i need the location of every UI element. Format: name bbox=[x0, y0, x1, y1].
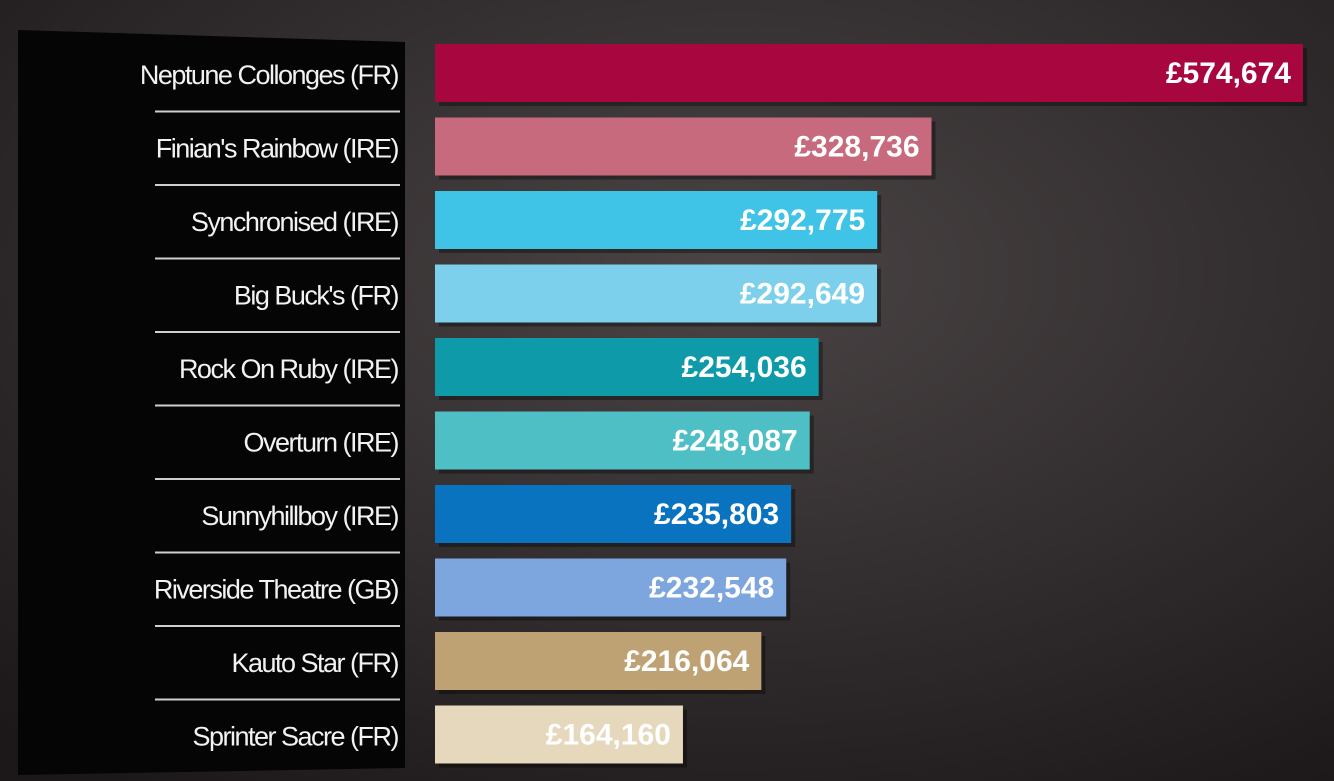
value-label: £292,649 bbox=[740, 277, 865, 310]
value-label: £254,036 bbox=[682, 351, 807, 384]
bar bbox=[435, 558, 787, 617]
category-label: Finian's Rainbow (IRE) bbox=[156, 134, 399, 164]
label-panel bbox=[18, 30, 405, 775]
value-label: £292,775 bbox=[740, 204, 865, 237]
bar bbox=[435, 705, 683, 764]
category-label: Rock On Ruby (IRE) bbox=[179, 354, 399, 384]
category-label: Sprinter Sacre (FR) bbox=[192, 722, 398, 752]
category-label: Overturn (IRE) bbox=[243, 428, 398, 458]
value-label: £232,548 bbox=[649, 571, 774, 604]
bar bbox=[435, 338, 819, 396]
value-label: £574,674 bbox=[1166, 57, 1291, 90]
category-label: Kauto Star (FR) bbox=[231, 648, 398, 678]
category-label: Neptune Collonges (FR) bbox=[140, 60, 399, 90]
category-label: Big Buck's (FR) bbox=[234, 281, 399, 311]
value-label: £216,064 bbox=[624, 645, 749, 678]
bar bbox=[435, 191, 878, 249]
value-label: £164,160 bbox=[546, 718, 671, 751]
category-label: Riverside Theatre (GB) bbox=[154, 575, 399, 605]
bar bbox=[435, 44, 1303, 102]
bar bbox=[435, 485, 792, 543]
value-label: £248,087 bbox=[673, 424, 798, 457]
bar bbox=[435, 411, 810, 470]
bar bbox=[435, 632, 762, 690]
value-label: £235,803 bbox=[654, 498, 779, 531]
category-label: Sunnyhillboy (IRE) bbox=[201, 501, 398, 531]
value-label: £328,736 bbox=[794, 130, 919, 163]
bar bbox=[435, 117, 932, 176]
category-label: Synchronised (IRE) bbox=[191, 207, 399, 237]
bar bbox=[435, 264, 878, 323]
